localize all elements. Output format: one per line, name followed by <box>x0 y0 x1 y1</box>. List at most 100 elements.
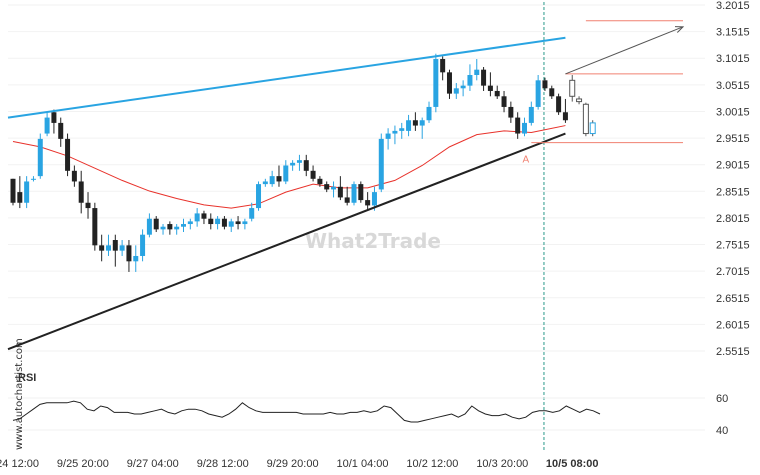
candle-body <box>303 160 309 171</box>
candle-body <box>283 165 289 182</box>
candle-body <box>167 224 173 230</box>
candle-body <box>467 74 473 86</box>
candle-body <box>187 221 193 225</box>
x-tick-label: 9/24 12:00 <box>0 458 39 470</box>
candle-body <box>208 218 214 225</box>
candle-body <box>37 138 43 177</box>
candle-body <box>146 218 152 235</box>
y-tick-label: 2.7015 <box>716 266 750 278</box>
y-tick-label: 2.8515 <box>716 186 750 198</box>
rsi-panel: RSI 60 40 <box>8 372 728 437</box>
candle-body <box>24 181 30 203</box>
candle-body <box>351 184 357 203</box>
candle-body <box>310 170 316 179</box>
moving-average-line <box>12 125 566 209</box>
y-tick-label: 3.0015 <box>716 106 750 118</box>
rsi-tick-label: 60 <box>716 393 728 405</box>
candle-body <box>453 88 459 94</box>
candle-body <box>140 234 146 256</box>
x-tick-label: 10/3 20:00 <box>476 458 528 470</box>
projected-candle-body <box>569 79 576 97</box>
candle-body <box>426 106 432 121</box>
candle-body <box>119 245 125 251</box>
candle-body <box>58 122 64 139</box>
candle-body <box>419 120 425 126</box>
candle-body <box>412 120 418 126</box>
x-tick-label: 9/28 12:00 <box>197 458 249 470</box>
x-tick-label: 9/25 20:00 <box>57 458 109 470</box>
candle-body <box>522 122 527 134</box>
x-axis-ticks: 9/24 12:00 9/25 20:00 9/27 04:00 9/28 12:00… <box>0 458 599 470</box>
y-tick-label: 3.0515 <box>716 80 750 92</box>
candle-body <box>494 90 500 97</box>
candle-body <box>112 240 118 251</box>
candle-body <box>126 245 132 262</box>
candle-body <box>371 192 377 206</box>
candle-body <box>242 221 248 225</box>
candle-body <box>249 208 255 219</box>
candle-body <box>30 178 36 180</box>
candle-body <box>562 112 568 121</box>
candle-body <box>508 106 514 118</box>
candle-body <box>501 96 507 107</box>
candle-body <box>433 59 439 107</box>
candle-body <box>71 170 77 182</box>
y-tick-label: 2.9515 <box>716 133 750 145</box>
y-tick-label: 3.1515 <box>716 27 750 39</box>
projected-candle-body <box>576 98 583 103</box>
candle-body <box>99 245 105 251</box>
candle-body <box>228 221 234 227</box>
candle-body <box>133 255 139 262</box>
candle-body <box>174 226 180 230</box>
candle-body <box>235 221 241 225</box>
candle-body <box>65 138 71 171</box>
upper-trendline <box>7 36 566 119</box>
candle-body <box>276 176 282 182</box>
candle-body <box>337 186 343 198</box>
candle-body <box>474 69 480 75</box>
candle-body <box>365 200 371 206</box>
candle-body <box>331 186 337 190</box>
candle-body <box>221 218 227 227</box>
y-tick-label: 3.2015 <box>716 0 750 12</box>
moving-average <box>12 125 566 209</box>
candle-body <box>92 208 98 246</box>
projected-candle-body <box>582 103 589 135</box>
candle-body <box>215 218 221 225</box>
candle-body <box>446 72 452 94</box>
candle-body <box>406 120 412 131</box>
x-tick-label: 9/27 04:00 <box>127 458 179 470</box>
y-tick-label: 2.5515 <box>716 346 750 358</box>
trendlines <box>7 36 566 351</box>
candle-body <box>85 202 91 209</box>
candle-body <box>487 85 493 91</box>
candle-body <box>399 128 405 131</box>
rsi-label: RSI <box>18 372 36 384</box>
level-lines: A <box>523 20 685 166</box>
candle-body <box>515 117 521 134</box>
x-tick-label: 10/5 08:00 <box>546 458 599 470</box>
lower-trendline <box>7 132 566 351</box>
candle-body <box>378 138 384 190</box>
y-tick-label: 2.6015 <box>716 319 750 331</box>
projection-arrow <box>565 26 684 75</box>
x-tick-label: 10/2 12:00 <box>406 458 458 470</box>
side-credit: www.autochartist.com <box>14 338 25 450</box>
candle-body <box>194 213 200 222</box>
candle-body <box>44 117 50 134</box>
projected-candle-body <box>589 122 596 135</box>
candle-body <box>269 176 275 185</box>
pattern-marker: A <box>523 155 530 166</box>
candle-body <box>392 130 398 134</box>
candle-body <box>317 178 323 185</box>
candle-body <box>201 213 207 219</box>
candle-body <box>181 224 186 227</box>
candle-body <box>256 184 262 209</box>
candle-body <box>556 96 562 113</box>
y-axis-ticks: 3.2015 3.1515 3.1015 3.0515 3.0015 2.9515 2.90… <box>716 0 750 358</box>
y-tick-label: 2.6515 <box>716 293 750 305</box>
candle-body <box>78 181 84 203</box>
candle-body <box>344 197 350 203</box>
candle-body <box>153 218 159 230</box>
